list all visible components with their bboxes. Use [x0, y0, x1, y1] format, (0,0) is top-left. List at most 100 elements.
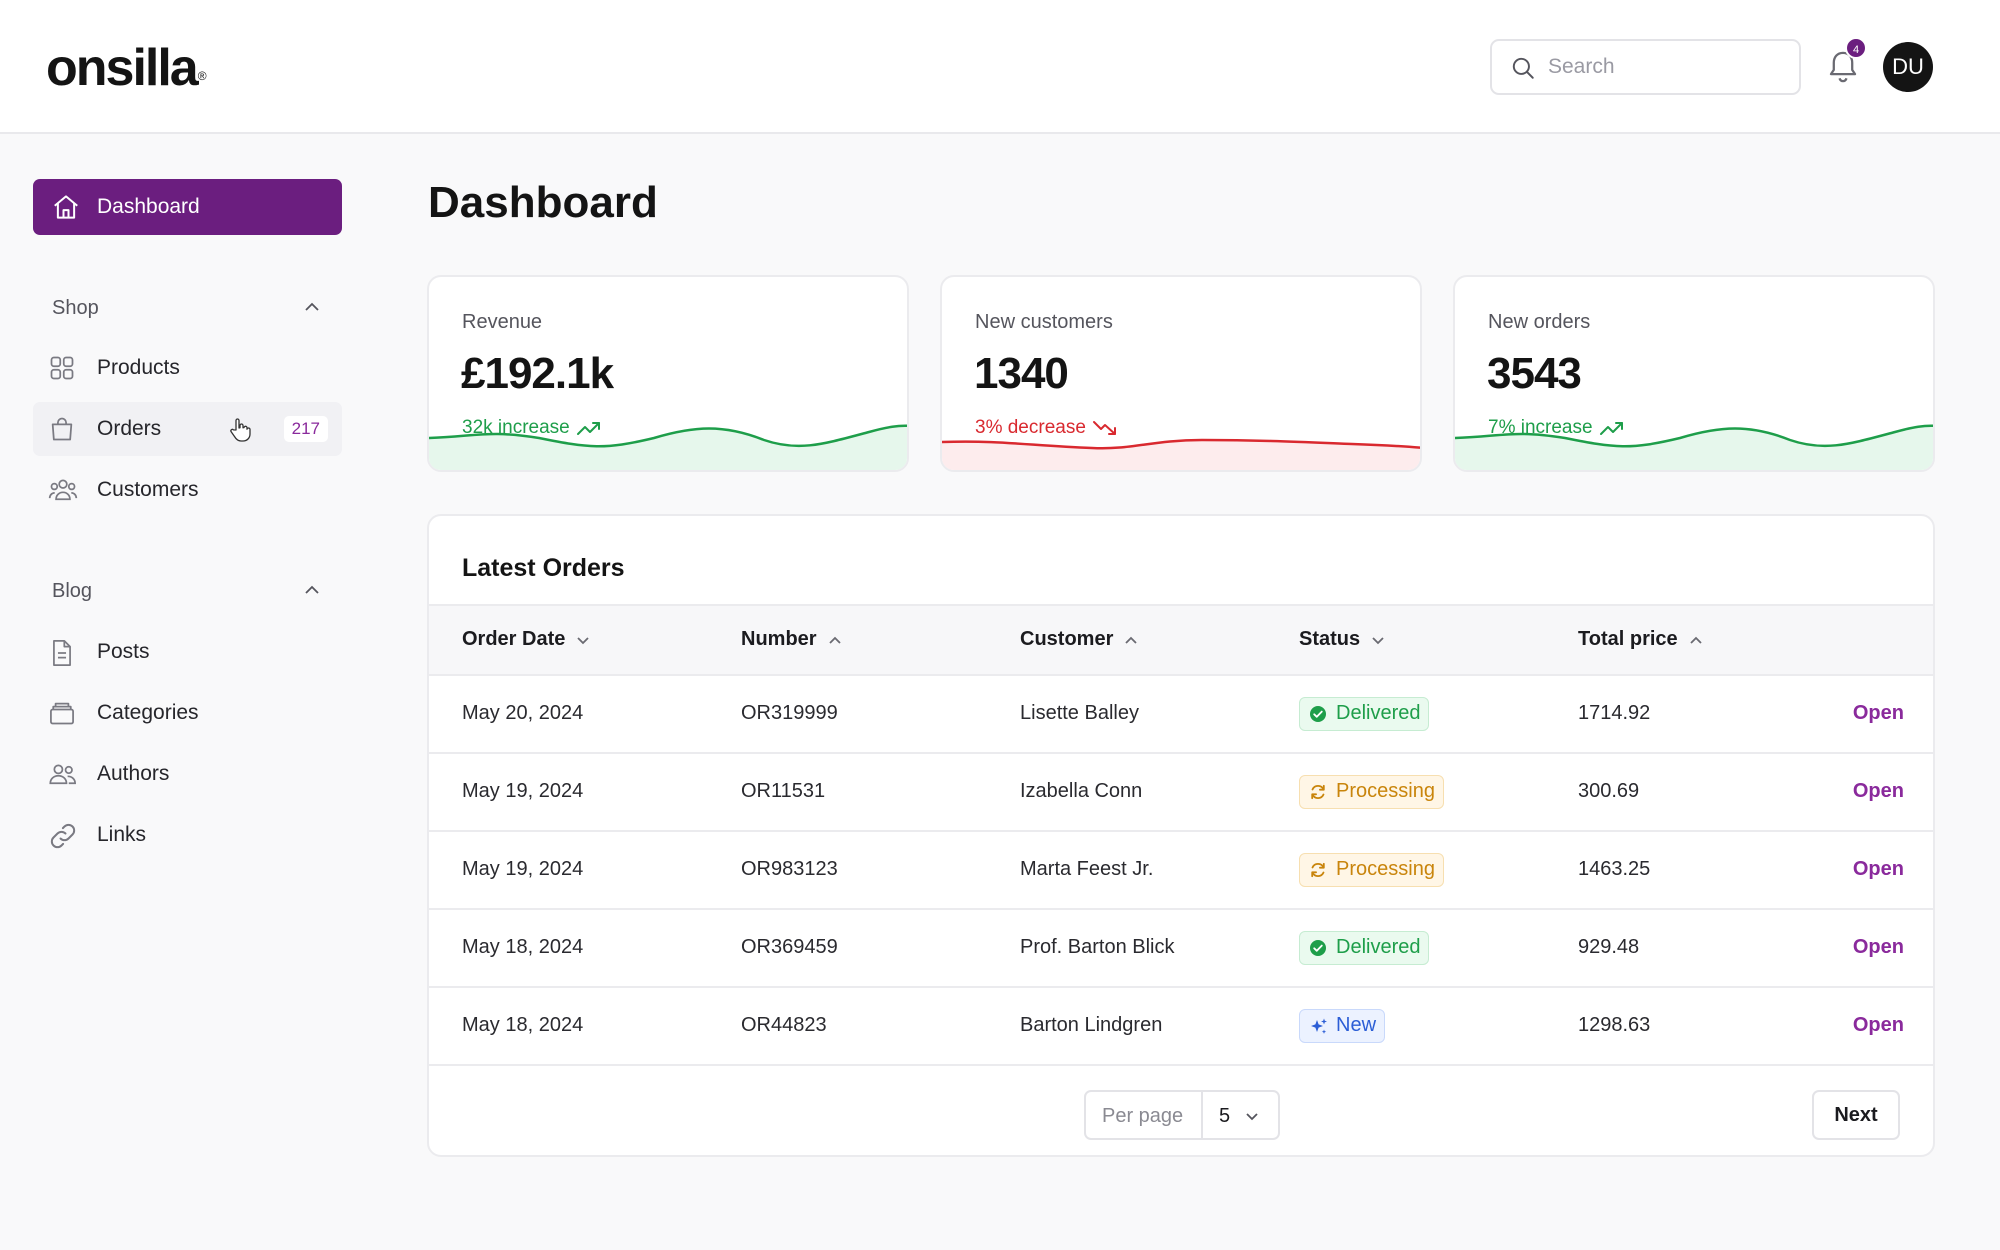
stat-trend: 3% decrease [975, 417, 1118, 439]
per-page-label: Per page [1102, 1105, 1184, 1127]
stat-label: Revenue [462, 311, 543, 333]
cell-order-number: OR44823 [741, 1014, 827, 1036]
stat-card-new-customers: New customers 1340 3% decrease [940, 275, 1422, 472]
open-order-link[interactable]: Open [1852, 936, 1904, 958]
sidebar-item-dashboard[interactable]: Dashboard [33, 179, 342, 235]
stat-label: New orders [1488, 311, 1591, 333]
column-label: Total price [1578, 628, 1678, 650]
open-order-link[interactable]: Open [1852, 1014, 1904, 1036]
sidebar-item-posts[interactable]: Posts [33, 625, 342, 679]
cell-order-number: OR319999 [741, 702, 838, 724]
stat-value: 3543 [1487, 349, 1582, 398]
refresh-icon [1311, 862, 1325, 878]
sidebar-item-label: Posts [97, 640, 150, 663]
sidebar-item-customers[interactable]: Customers [33, 463, 342, 517]
stat-card-revenue: Revenue £192.1k 32k increase [427, 275, 909, 472]
column-label: Status [1299, 628, 1361, 650]
top-bar: onsilla® 4 DU [0, 0, 2000, 134]
sidebar-item-label: Orders [97, 417, 162, 440]
status-text: Delivered [1336, 702, 1421, 724]
column-status[interactable]: Status [1299, 628, 1386, 651]
chevron-up-icon[interactable] [303, 300, 321, 314]
link-icon [50, 823, 76, 849]
sidebar-group-blog[interactable]: Blog [52, 580, 93, 602]
table-header: Order Date Number Customer Status Total … [429, 604, 1933, 676]
trending-up-icon [576, 421, 600, 435]
registered-mark: ® [197, 69, 207, 83]
cell-customer: Prof. Barton Blick [1020, 936, 1175, 958]
cell-total-price: 1714.92 [1578, 702, 1651, 724]
column-customer[interactable]: Customer [1020, 628, 1139, 651]
chevron-down-icon [1246, 1113, 1258, 1121]
divider [1201, 1092, 1203, 1138]
cell-order-number: OR11531 [741, 780, 826, 802]
sidebar-item-links[interactable]: Links [33, 808, 342, 862]
stat-label: New customers [975, 311, 1113, 333]
cell-order-number: OR369459 [741, 936, 838, 958]
column-total-price[interactable]: Total price [1578, 628, 1704, 651]
orders-title: Latest Orders [462, 554, 625, 582]
search-input[interactable] [1548, 51, 1788, 83]
stat-trend-text: 3% decrease [975, 417, 1086, 438]
sidebar-item-products[interactable]: Products [33, 341, 342, 395]
sidebar-item-authors[interactable]: Authors [33, 747, 342, 801]
chevron-up-icon[interactable] [303, 583, 321, 597]
status-text: Processing [1336, 858, 1435, 880]
sidebar-item-label: Links [97, 823, 147, 846]
open-order-link[interactable]: Open [1852, 702, 1904, 724]
stat-trend-text: 7% increase [1488, 417, 1593, 438]
revenue-sparkline [429, 424, 907, 470]
column-label: Number [741, 628, 817, 650]
search-icon [1512, 57, 1534, 79]
status-text: New [1336, 1014, 1377, 1036]
logo-text: onsilla [46, 39, 199, 97]
cell-customer: Izabella Conn [1020, 780, 1143, 802]
cell-total-price: 300.69 [1578, 780, 1640, 802]
open-order-link[interactable]: Open [1852, 780, 1904, 802]
open-order-link[interactable]: Open [1852, 858, 1904, 880]
cell-total-price: 929.48 [1578, 936, 1640, 958]
check-circle-icon [1310, 940, 1326, 956]
cell-order-date: May 19, 2024 [462, 780, 584, 802]
column-number[interactable]: Number [741, 628, 843, 651]
stat-trend: 32k increase [462, 417, 602, 439]
document-icon [53, 640, 71, 666]
table-row: May 20, 2024 OR319999 Lisette Balley Del… [429, 676, 1933, 754]
trending-down-icon [1092, 420, 1116, 435]
search-box[interactable] [1490, 39, 1801, 95]
sidebar-group-shop[interactable]: Shop [52, 297, 99, 319]
table-row: May 19, 2024 OR983123 Marta Feest Jr. Pr… [429, 832, 1933, 910]
chevron-down-icon [1372, 637, 1384, 644]
table-row: May 18, 2024 OR369459 Prof. Barton Blick… [429, 910, 1933, 988]
latest-orders-panel: Latest Orders Order Date Number Customer… [427, 514, 1935, 1157]
check-circle-icon [1310, 706, 1326, 722]
sidebar-item-orders[interactable]: Orders 217 [33, 402, 342, 456]
sidebar-item-label: Authors [97, 762, 170, 785]
status-badge: Processing [1299, 775, 1444, 809]
chevron-down-icon [577, 637, 590, 644]
refresh-icon [1311, 784, 1325, 800]
column-label: Customer [1020, 628, 1114, 650]
sidebar-item-label: Categories [97, 701, 199, 724]
status-text: Processing [1336, 780, 1435, 802]
brand-logo[interactable]: onsilla® [46, 38, 207, 98]
stat-card-new-orders: New orders 3543 7% increase [1453, 275, 1935, 472]
column-label: Order Date [462, 628, 566, 650]
status-badge: Processing [1299, 853, 1444, 887]
new-orders-sparkline [1455, 424, 1933, 470]
avatar[interactable]: DU [1883, 42, 1933, 92]
per-page-select[interactable]: Per page 5 [1084, 1090, 1280, 1140]
cell-customer: Barton Lindgren [1020, 1014, 1163, 1036]
sidebar-item-categories[interactable]: Categories [33, 686, 342, 740]
sidebar-item-label: Products [97, 356, 180, 379]
next-page-button[interactable]: Next [1812, 1090, 1900, 1140]
chevron-up-icon [1125, 636, 1137, 644]
column-order-date[interactable]: Order Date [462, 628, 591, 651]
chevron-up-icon [828, 636, 841, 644]
sidebar-item-label: Customers [97, 478, 199, 501]
status-badge: Delivered [1299, 697, 1430, 731]
sparkles-icon [1311, 1018, 1327, 1034]
hand-cursor-icon [230, 418, 251, 442]
cell-customer: Lisette Balley [1020, 702, 1139, 724]
cell-order-date: May 20, 2024 [462, 702, 584, 724]
